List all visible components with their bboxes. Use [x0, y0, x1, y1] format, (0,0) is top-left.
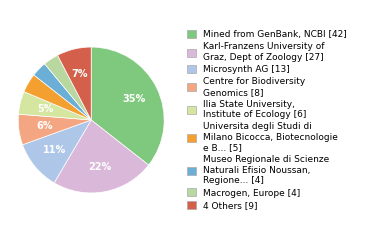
Wedge shape	[57, 47, 91, 120]
Text: 5%: 5%	[37, 104, 53, 114]
Text: 6%: 6%	[36, 121, 52, 131]
Wedge shape	[44, 55, 91, 120]
Wedge shape	[91, 47, 164, 165]
Text: 35%: 35%	[122, 94, 146, 104]
Wedge shape	[19, 92, 91, 120]
Text: 7%: 7%	[72, 69, 88, 79]
Wedge shape	[22, 120, 91, 183]
Wedge shape	[24, 75, 91, 120]
Wedge shape	[54, 120, 149, 193]
Legend: Mined from GenBank, NCBI [42], Karl-Franzens University of
Graz, Dept of Zoology: Mined from GenBank, NCBI [42], Karl-Fran…	[187, 30, 347, 210]
Wedge shape	[18, 114, 91, 145]
Text: 11%: 11%	[43, 145, 66, 155]
Wedge shape	[34, 64, 91, 120]
Text: 22%: 22%	[89, 162, 112, 172]
